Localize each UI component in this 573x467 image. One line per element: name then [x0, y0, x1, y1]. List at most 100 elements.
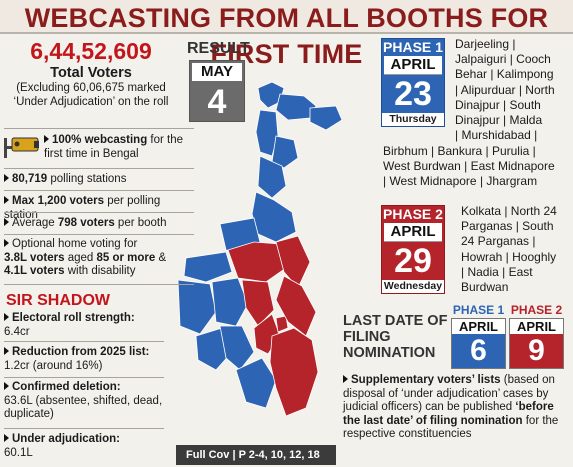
fact-webcasting: 100% webcasting for the first time in Be… — [4, 134, 194, 161]
sir-item-body: 63.6L (absentee, shifted, dead, duplicat… — [4, 394, 163, 421]
result-calendar: MAY 4 — [189, 60, 245, 122]
sir-item-head: Under adjudication: — [12, 433, 120, 445]
divider — [4, 234, 194, 235]
nomination-phase1-day: 6 — [470, 334, 487, 367]
result-label: RESULT — [187, 40, 250, 57]
fact-average-voters: Average 798 voters per booth — [4, 217, 194, 231]
phase1-month: APRIL — [384, 56, 442, 75]
district-line: Darjeeling | — [455, 37, 516, 51]
map-region-west-burdwan — [183, 251, 233, 283]
district-line: Kolkata | North 24 — [461, 204, 557, 218]
bullet-icon — [4, 434, 9, 442]
fact-max-voters: Max 1,200 voters per polling station — [4, 195, 194, 222]
phase1-districts-top: Darjeeling | Jalpaiguri | Cooch Behar | … — [455, 37, 573, 143]
map-region-hooghly — [241, 279, 275, 327]
west-bengal-map — [177, 81, 343, 417]
map-region-malda — [257, 155, 287, 199]
nomination-phase1-calendar: APRIL 6 — [451, 318, 506, 369]
sir-item-head: Electoral roll strength: — [12, 312, 135, 324]
home-voting-senior-count: 3.8L voters — [4, 251, 65, 264]
fact-home-voting: Optional home voting for 3.8L voters age… — [4, 238, 182, 279]
divider — [4, 212, 194, 213]
sir-shadow-title: SIR SHADOW — [6, 292, 110, 309]
sir-item: Reduction from 2025 list: 1.2cr (around 1… — [4, 346, 174, 373]
fact-polling-stations: 80,719 polling stations — [4, 173, 194, 187]
district-line: Howrah | Hooghly — [461, 249, 557, 264]
district-line: Jalpaiguri | Cooch — [455, 52, 551, 67]
divider — [4, 190, 194, 191]
map-region-east-midnapore — [235, 357, 277, 409]
phase1-label: PHASE 1 — [383, 39, 443, 55]
nomination-phase2-calendar: APRIL 9 — [509, 318, 564, 369]
district-line: | West Midnapore | Jhargram — [383, 174, 538, 189]
bullet-icon — [4, 218, 9, 226]
district-line: | Nadia | East — [461, 264, 533, 279]
home-voting-text: & — [155, 251, 167, 264]
phase2-day: 29 — [394, 242, 432, 280]
nomination-title: LAST DATE OF FILING NOMINATION — [343, 313, 448, 361]
home-voting-text: with disability — [64, 265, 136, 277]
sir-item: Electoral roll strength: 6.4cr — [4, 312, 154, 339]
nomination-deadline: LAST DATE OF FILING NOMINATION PHASE 1 A… — [343, 303, 571, 375]
bullet-icon — [4, 382, 9, 390]
fact-bold: 798 voters — [57, 217, 115, 229]
sir-item-body: 6.4cr — [4, 325, 30, 338]
fact-text: polling stations — [47, 173, 127, 185]
district-line: Parganas | South — [461, 219, 554, 234]
map-region-nadia — [275, 235, 311, 289]
district-line: Behar | Kalimpong — [455, 67, 554, 82]
fact-text: for the first time in Bengal — [44, 134, 184, 160]
home-voting-text: aged — [64, 251, 97, 264]
fact-text: per polling station — [4, 195, 161, 221]
map-region-cooch-behar — [309, 105, 343, 131]
fact-bold: 80,719 — [12, 173, 48, 185]
fact-bold: Max 1,200 voters — [12, 195, 105, 207]
map-region-purulia — [177, 279, 217, 335]
nomination-phase1-label: PHASE 1 — [452, 303, 505, 317]
cctv-camera-icon — [4, 137, 39, 158]
exclusion-note: (Excluding 60,06,675 marked ‘Under Adjud… — [13, 82, 169, 108]
supplementary-note: Supplementary voters’ lists (based on di… — [343, 374, 571, 442]
map-region-north-dinajpur — [255, 109, 279, 157]
bullet-icon — [4, 239, 9, 247]
fact-bold: 100% webcasting — [52, 134, 148, 146]
bullet-icon — [4, 347, 9, 355]
result-day: 4 — [207, 83, 227, 121]
headline: WEBCASTING FROM ALL BOOTHS FOR FIRST TIM… — [0, 0, 573, 69]
divider — [4, 428, 164, 429]
nomination-phase1-month: APRIL — [452, 319, 505, 334]
sir-item-head: Reduction from 2025 list: — [12, 346, 150, 358]
total-voters-number: 6,44,52,609 — [30, 38, 152, 64]
sir-item: Under adjudication: 60.1L — [4, 433, 164, 460]
full-coverage-note: Full Cov | P 2-4, 10, 12, 18 — [176, 445, 336, 465]
sir-item: Confirmed deletion: 63.6L (absentee, shif… — [4, 381, 164, 422]
home-voting-intro: Optional home voting for — [12, 238, 138, 250]
phase2-month: APRIL — [384, 223, 442, 242]
map-region-murshidabad — [251, 191, 297, 243]
bullet-icon — [4, 313, 9, 321]
sir-item-body: 60.1L — [4, 446, 33, 459]
phase2-weekday: Wednesday — [382, 280, 444, 293]
map-region-bankura — [211, 277, 249, 327]
voter-summary: 6,44,52,609 Total Voters (Excluding 60,0… — [2, 36, 180, 109]
supplementary-text: (based on disposal of ‘under adjudicatio… — [343, 374, 555, 414]
map-region-south-24-parganas — [269, 327, 319, 417]
district-line: Burdwan — [461, 280, 509, 295]
result-month: MAY — [192, 63, 242, 81]
divider — [4, 341, 164, 342]
divider — [4, 284, 194, 285]
bullet-icon — [44, 135, 49, 143]
district-line: | Alipurduar | North — [455, 82, 555, 97]
home-voting-disabled-count: 4.1L voters — [4, 265, 65, 277]
fact-text: per booth — [114, 217, 167, 229]
divider — [4, 377, 164, 378]
nomination-phase2-month: APRIL — [510, 319, 563, 334]
phase1-day: 23 — [394, 75, 432, 113]
total-voters-label: Total Voters — [50, 65, 132, 81]
map-region-kolkata — [275, 315, 289, 333]
fact-pre: Average — [12, 217, 58, 229]
nomination-phase2-label: PHASE 2 — [510, 303, 563, 317]
phase1-districts-bottom: Birbhum | Bankura | Purulia | West Burdw… — [383, 144, 573, 190]
map-region-south-dinajpur — [271, 135, 299, 169]
phase1-calendar: PHASE 1 APRIL 23 Thursday — [381, 38, 445, 127]
